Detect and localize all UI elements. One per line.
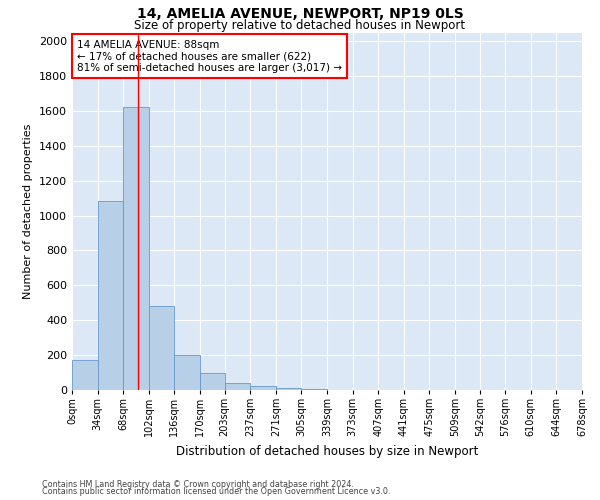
Text: 14, AMELIA AVENUE, NEWPORT, NP19 0LS: 14, AMELIA AVENUE, NEWPORT, NP19 0LS: [137, 8, 463, 22]
Bar: [224, 383, 250, 390]
Bar: [72, 360, 98, 390]
Bar: [276, 388, 301, 390]
Text: 14 AMELIA AVENUE: 88sqm
← 17% of detached houses are smaller (622)
81% of semi-d: 14 AMELIA AVENUE: 88sqm ← 17% of detache…: [77, 40, 342, 73]
Bar: [98, 201, 123, 390]
Text: Size of property relative to detached houses in Newport: Size of property relative to detached ho…: [134, 18, 466, 32]
Y-axis label: Number of detached properties: Number of detached properties: [23, 124, 34, 299]
Bar: [200, 372, 224, 390]
X-axis label: Distribution of detached houses by size in Newport: Distribution of detached houses by size …: [176, 444, 478, 458]
Bar: [301, 389, 327, 390]
Bar: [175, 355, 200, 390]
Text: Contains public sector information licensed under the Open Government Licence v3: Contains public sector information licen…: [42, 488, 391, 496]
Bar: [123, 108, 149, 390]
Text: Contains HM Land Registry data © Crown copyright and database right 2024.: Contains HM Land Registry data © Crown c…: [42, 480, 354, 489]
Bar: [149, 306, 175, 390]
Bar: [250, 386, 276, 390]
